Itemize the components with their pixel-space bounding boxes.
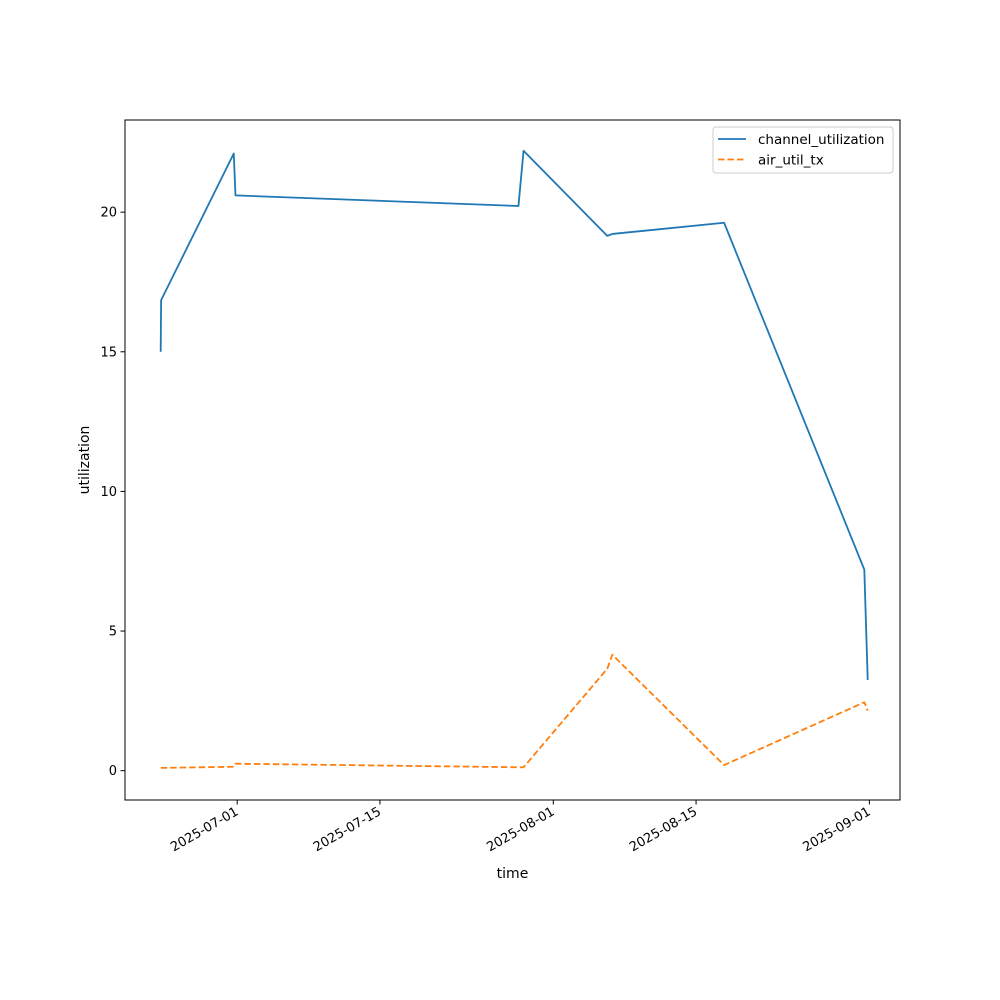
y-tick-label: 20	[100, 206, 117, 221]
plot-frame	[124, 119, 901, 801]
x-axis-label: time	[497, 866, 529, 882]
y-axis-label: utilization	[77, 426, 93, 495]
y-tick-label: 0	[109, 764, 117, 779]
y-axis-ticks: 0 5 10 15 20	[100, 206, 125, 779]
series-layer	[159, 149, 869, 769]
series-line-air-util-tx	[160, 653, 869, 769]
y-tick-label: 10	[100, 485, 117, 500]
legend-box	[712, 126, 894, 174]
legend-label: channel_utilization	[758, 132, 885, 148]
y-tick-label: 5	[109, 625, 117, 640]
legend: channel_utilization air_util_tx	[712, 126, 894, 174]
legend-label: air_util_tx	[758, 153, 824, 169]
plot-area	[125, 120, 900, 800]
series-line-channel-utilization	[159, 149, 869, 680]
y-tick-label: 15	[100, 345, 117, 360]
